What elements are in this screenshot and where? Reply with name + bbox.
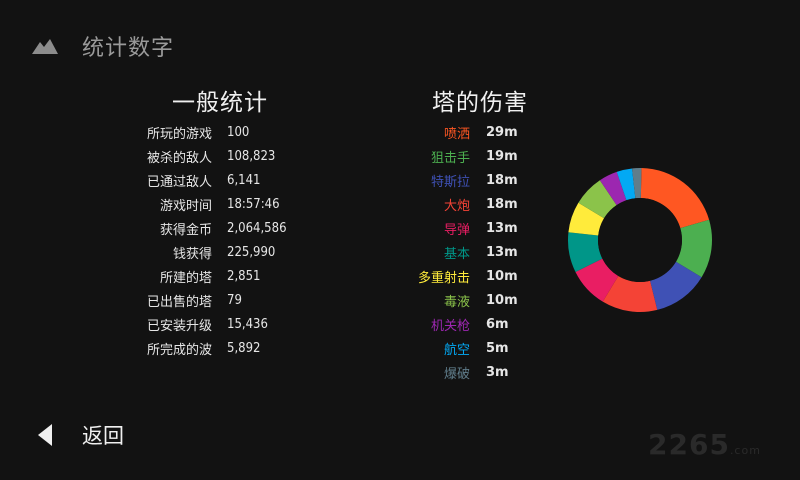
stat-value: 79 — [227, 292, 242, 308]
back-arrow-icon — [38, 424, 52, 446]
tower-damage: 29m — [486, 124, 518, 140]
stat-value: 15,436 — [227, 316, 268, 332]
stat-label: 被杀的敌人 — [146, 150, 212, 166]
donut-slice-10 — [632, 168, 642, 199]
donut-slice-1 — [675, 219, 712, 278]
tower-damage: 13m — [486, 220, 518, 236]
stat-row: 已出售的塔 79 — [110, 288, 287, 312]
tower-row: 机关枪 6m — [390, 312, 518, 336]
stat-row: 已安装升级 15,436 — [110, 312, 287, 336]
stat-value: 108,823 — [227, 148, 276, 164]
stat-value: 2,064,586 — [227, 220, 287, 236]
stat-label: 所建的塔 — [159, 270, 212, 286]
stat-value: 2,851 — [227, 268, 261, 284]
tower-damage-donut-chart — [568, 168, 712, 312]
tower-row: 航空 5m — [390, 336, 518, 360]
tower-damage: 10m — [486, 292, 518, 308]
stat-label: 已出售的塔 — [146, 294, 212, 310]
donut-slice-8 — [599, 171, 627, 206]
tower-row: 狙击手 19m — [390, 144, 518, 168]
tower-damage: 6m — [486, 316, 509, 332]
stat-row: 已通过敌人 6,141 — [110, 168, 287, 192]
header: 统计数字 — [30, 30, 174, 62]
stat-row: 获得金币 2,064,586 — [110, 216, 287, 240]
tower-name: 基本 — [443, 246, 470, 262]
tower-damage-title: 塔的伤害 — [432, 90, 528, 116]
tower-row: 毒液 10m — [390, 288, 518, 312]
stat-row: 所建的塔 2,851 — [110, 264, 287, 288]
donut-slice-5 — [568, 232, 603, 272]
donut-slice-4 — [575, 258, 619, 302]
stat-label: 已安装升级 — [146, 318, 212, 334]
donut-slice-7 — [578, 180, 617, 219]
watermark: 2265.com — [648, 428, 761, 461]
tower-damage: 18m — [486, 196, 518, 212]
tower-name: 机关枪 — [430, 318, 470, 334]
watermark-suffix: .com — [729, 444, 761, 457]
page-title: 统计数字 — [82, 36, 175, 61]
donut-hole — [598, 198, 682, 282]
stat-label: 钱获得 — [172, 246, 212, 262]
tower-name: 导弹 — [443, 222, 470, 238]
stat-label: 已通过敌人 — [146, 174, 212, 190]
tower-name: 大炮 — [443, 198, 470, 214]
donut-slice-0 — [640, 168, 710, 229]
tower-row: 喷洒 29m — [390, 120, 518, 144]
stat-value: 6,141 — [227, 172, 261, 188]
stat-value: 100 — [227, 124, 250, 140]
donut-slice-2 — [650, 261, 702, 310]
tower-name: 狙击手 — [430, 150, 470, 166]
tower-row: 导弹 13m — [390, 216, 518, 240]
stat-value: 225,990 — [227, 244, 276, 260]
tower-damage-list: 喷洒 29m 狙击手 19m 特斯拉 18m 大炮 18m 导弹 13m 基本 13m 多重射击 10m 毒… — [390, 120, 518, 384]
stat-row: 游戏时间 18:57:46 — [110, 192, 287, 216]
stat-row: 钱获得 225,990 — [110, 240, 287, 264]
tower-damage: 13m — [486, 244, 518, 260]
stat-row: 被杀的敌人 108,823 — [110, 144, 287, 168]
tower-name: 爆破 — [443, 366, 470, 382]
tower-damage: 5m — [486, 340, 509, 356]
tower-name: 航空 — [443, 342, 470, 358]
donut-slice-3 — [602, 275, 658, 312]
tower-damage: 10m — [486, 268, 518, 284]
stat-row: 所完成的波 5,892 — [110, 336, 287, 360]
stat-row: 所玩的游戏 100 — [110, 120, 287, 144]
back-button-label: 返回 — [82, 424, 124, 448]
mountain-stats-icon — [32, 39, 58, 54]
tower-row: 大炮 18m — [390, 192, 518, 216]
tower-name: 特斯拉 — [430, 174, 470, 190]
stat-value: 5,892 — [227, 340, 261, 356]
tower-damage: 19m — [486, 148, 518, 164]
stat-label: 所完成的波 — [146, 342, 212, 358]
general-stats-list: 所玩的游戏 100 被杀的敌人 108,823 已通过敌人 6,141 游戏时间 18:57:… — [110, 120, 287, 360]
back-button[interactable]: 返回 — [36, 420, 124, 450]
stat-label: 游戏时间 — [159, 198, 212, 214]
tower-damage: 3m — [486, 364, 509, 380]
tower-row: 爆破 3m — [390, 360, 518, 384]
stat-label: 获得金币 — [159, 222, 212, 238]
tower-damage: 18m — [486, 172, 518, 188]
stat-label: 所玩的游戏 — [146, 126, 212, 142]
general-stats-title: 一般统计 — [172, 90, 268, 116]
tower-name: 毒液 — [443, 294, 470, 310]
tower-row: 多重射击 10m — [390, 264, 518, 288]
tower-name: 喷洒 — [443, 126, 470, 142]
donut-slice-9 — [616, 168, 636, 201]
watermark-text: 2265 — [648, 428, 730, 461]
tower-row: 基本 13m — [390, 240, 518, 264]
stat-value: 18:57:46 — [227, 196, 280, 212]
donut-slice-6 — [568, 202, 605, 236]
tower-name: 多重射击 — [417, 270, 470, 286]
tower-row: 特斯拉 18m — [390, 168, 518, 192]
